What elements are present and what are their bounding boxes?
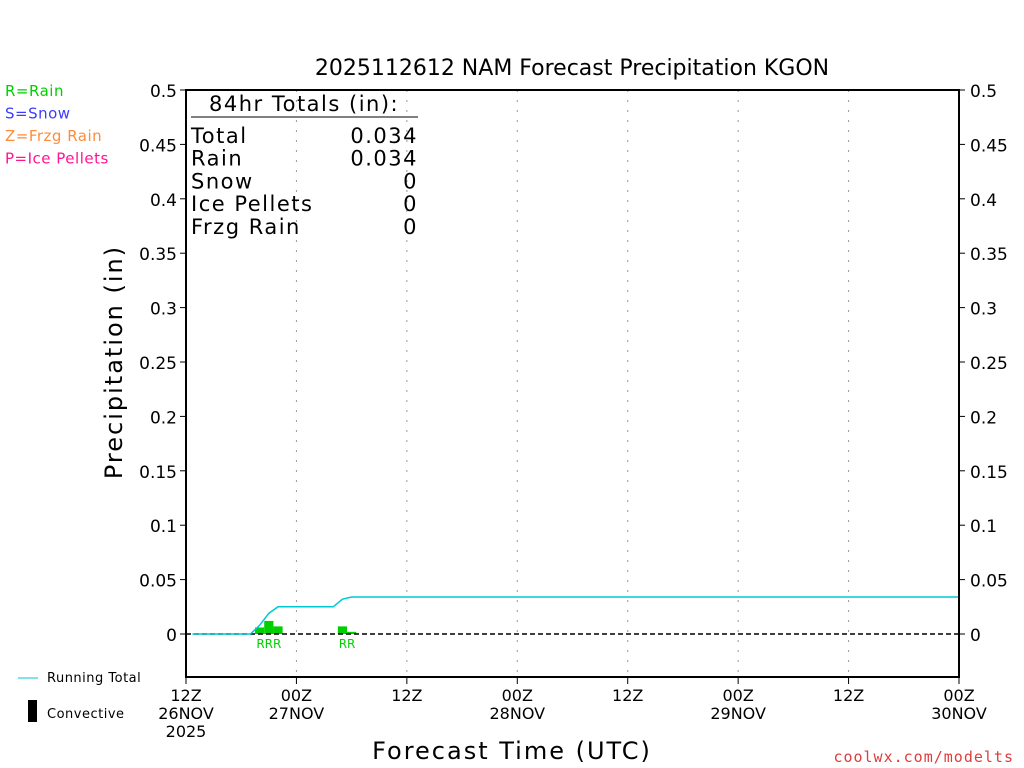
x-tick-label: 00Z	[722, 686, 753, 705]
x-tick-label: 00Z	[281, 686, 312, 705]
precip-type-legend-item: R=Rain	[5, 82, 64, 100]
y-tick-label-right: 0.15	[970, 463, 1008, 483]
x-tick-label: 2025	[166, 722, 207, 741]
x-tick-label: 27NOV	[269, 704, 325, 723]
x-tick-label: 30NOV	[931, 704, 987, 723]
y-tick-label-right: 0.4	[970, 191, 997, 211]
precip-bar	[337, 626, 348, 634]
precip-bar	[264, 620, 274, 634]
y-tick-label-right: 0.05	[970, 572, 1008, 592]
convective-legend-swatch	[28, 700, 37, 722]
y-tick-label-right: 0.5	[970, 82, 997, 102]
y-tick-label-left: 0.4	[150, 191, 177, 211]
running-total-legend-label: Running Total	[47, 671, 141, 686]
y-tick-label-left: 0.1	[150, 517, 177, 537]
precip-type-legend-item: Z=Frzg Rain	[5, 127, 102, 145]
x-tick-label: 28NOV	[489, 704, 545, 723]
precip-type-legend-item: P=Ice Pellets	[5, 150, 109, 168]
y-tick-label-left: 0.45	[139, 136, 177, 156]
y-tick-label-left: 0.2	[150, 408, 177, 428]
totals-row-value: 0	[403, 215, 418, 239]
totals-row-label: Snow	[191, 169, 254, 193]
x-tick-label: 12Z	[391, 686, 422, 705]
x-tick-label: 26NOV	[158, 704, 214, 723]
precip-bar	[255, 627, 265, 634]
y-tick-label-right: 0.2	[970, 408, 997, 428]
totals-row-value: 0.034	[350, 124, 418, 148]
precip-type-label: RR	[339, 637, 356, 651]
precip-type-legend-item: S=Snow	[5, 105, 71, 123]
y-axis-label: Precipitation (in)	[100, 245, 128, 479]
totals-header: 84hr Totals (in):	[209, 92, 399, 116]
totals-row-label: Frzg Rain	[191, 215, 301, 239]
totals-row-value: 0	[403, 169, 418, 193]
y-tick-label-left: 0.35	[139, 245, 177, 265]
plot-frame	[185, 89, 960, 678]
y-tick-label-right: 0.35	[970, 245, 1008, 265]
precip-type-label: RRR	[256, 637, 281, 651]
y-tick-label-left: 0	[166, 626, 177, 646]
y-tick-label-right: 0.1	[970, 517, 997, 537]
totals-row-value: 0.034	[350, 147, 418, 171]
totals-row-label: Total	[190, 124, 248, 148]
credit-text: coolwx.com/modelts	[833, 748, 1014, 766]
y-tick-label-right: 0.25	[970, 354, 1008, 374]
y-tick-label-right: 0.45	[970, 136, 1008, 156]
precip-bar	[273, 626, 283, 634]
y-tick-label-left: 0.5	[150, 82, 177, 102]
y-tick-label-right: 0.3	[970, 300, 997, 320]
chart-title: 2025112612 NAM Forecast Precipitation KG…	[315, 56, 829, 81]
convective-legend-label: Convective	[47, 707, 125, 722]
precip-bar	[347, 631, 357, 634]
y-tick-label-left: 0.05	[139, 572, 177, 592]
precip-type-legend: R=Rain S=Snow Z=Frzg Rain P=Ice Pellets	[5, 82, 109, 168]
y-tick-label-left: 0.15	[139, 463, 177, 483]
totals-row-label: Rain	[191, 147, 243, 171]
x-tick-label: 12Z	[170, 686, 201, 705]
totals-row-label: Ice Pellets	[191, 192, 313, 216]
x-tick-label: 00Z	[943, 686, 974, 705]
y-tick-label-right: 0	[970, 626, 981, 646]
x-tick-label: 12Z	[612, 686, 643, 705]
x-tick-label: 00Z	[502, 686, 533, 705]
totals-row-value: 0	[403, 192, 418, 216]
x-tick-label: 12Z	[833, 686, 864, 705]
totals-box: 84hr Totals (in): Total 0.034 Rain 0.034 Sno…	[190, 92, 418, 239]
x-tick-label: 29NOV	[710, 704, 766, 723]
y-tick-label-left: 0.3	[150, 300, 177, 320]
running-total-line	[192, 596, 959, 635]
y-tick-label-left: 0.25	[139, 354, 177, 374]
x-axis-label: Forecast Time (UTC)	[372, 737, 652, 765]
